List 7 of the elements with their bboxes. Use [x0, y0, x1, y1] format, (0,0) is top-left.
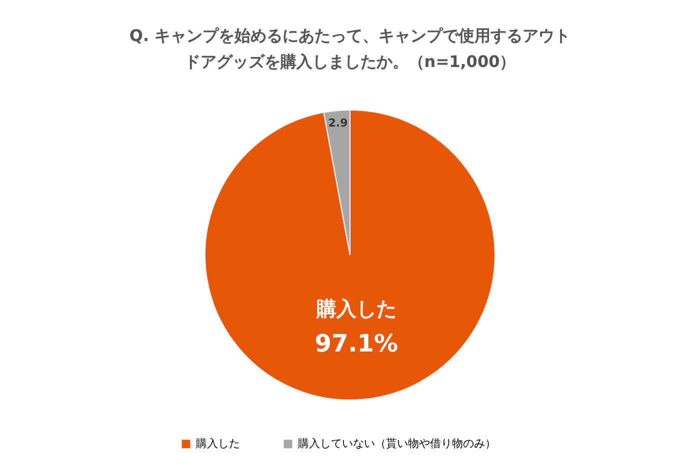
data-label: 97.1%	[314, 330, 398, 358]
chart-title: Q. キャンプを始めるにあたって、キャンプで使用するアウトドアグッズを購入しましたか。（n=1,000）	[129, 26, 571, 71]
legend-label: 購入した	[196, 437, 240, 450]
pie-slice	[204, 110, 496, 400]
legend-label: 購入していない（貰い物や借り物のみ）	[298, 437, 496, 450]
slice-label: 購入した	[315, 296, 396, 321]
data-label: 2.9	[328, 116, 348, 130]
